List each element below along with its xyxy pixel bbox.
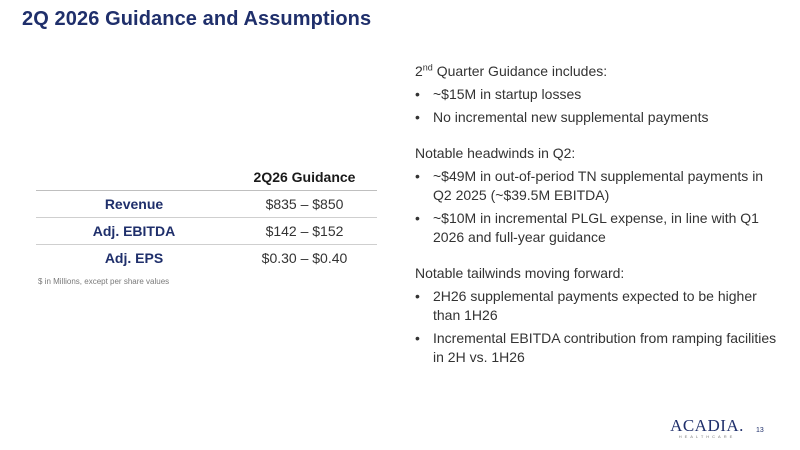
table-footnote: $ in Millions, except per share values [38,277,170,286]
bullet-icon: • [415,210,420,226]
list-item-text: ~$15M in startup losses [433,86,582,102]
row-label-adj-ebitda: Adj. EBITDA [92,223,176,239]
table-row: Adj. EBITDA $142 – $152 [36,218,377,245]
list-item-text: Incremental EBITDA contribution from ram… [433,330,777,365]
table-header-row: 2Q26 Guidance [36,163,377,191]
logo-wordmark: ACADIA. [670,416,744,435]
bullet-icon: • [415,288,420,304]
list-item: • ~$49M in out-of-period TN supplemental … [415,167,780,205]
slide-title: 2Q 2026 Guidance and Assumptions [22,8,372,30]
section-quarter-guidance: 2nd Quarter Guidance includes: • ~$15M in… [415,62,780,127]
table-header-guidance: 2Q26 Guidance [253,168,356,185]
table-header-empty [36,163,232,191]
section-headwinds: Notable headwinds in Q2: • ~$49M in out-o… [415,144,780,247]
heading-ordinal-suffix: nd [422,62,433,73]
row-value-revenue: $835 – $850 [265,196,344,212]
list-item-text: ~$49M in out-of-period TN supplemental p… [433,168,764,203]
bullet-list-headwinds: • ~$49M in out-of-period TN supplemental … [415,167,780,247]
bullet-list-tailwinds: • 2H26 supplemental payments expected to … [415,287,780,367]
section-tailwinds: Notable tailwinds moving forward: • 2H26 … [415,264,780,367]
bullet-icon: • [415,330,420,346]
page-number: 13 [756,427,764,434]
guidance-table: 2Q26 Guidance Revenue $835 – $850 Adj. E… [36,163,377,271]
table-row: Adj. EPS $0.30 – $0.40 [36,245,377,272]
list-item: • ~$10M in incremental PLGL expense, in l… [415,209,780,247]
logo-subtitle: HEALTHCARE [678,434,736,439]
table-row: Revenue $835 – $850 [36,191,377,218]
list-item: • ~$15M in startup losses [415,85,780,104]
list-item: • Incremental EBITDA contribution from ra… [415,329,780,367]
heading-text: Quarter Guidance includes: [432,63,608,79]
section-heading-tailwinds: Notable tailwinds moving forward: [415,265,625,281]
row-label-revenue: Revenue [104,196,164,212]
list-item: • 2H26 supplemental payments expected to … [415,287,780,325]
list-item-text: No incremental new supplemental payments [433,109,709,125]
assumptions-panel: 2nd Quarter Guidance includes: • ~$15M in… [415,62,780,384]
list-item-text: 2H26 supplemental payments expected to b… [433,288,757,323]
row-value-adj-eps: $0.30 – $0.40 [261,250,348,266]
list-item: • No incremental new supplemental payment… [415,108,780,127]
row-value-adj-ebitda: $142 – $152 [265,223,344,239]
bullet-icon: • [415,168,420,184]
bullet-icon: • [415,109,420,125]
heading-ordinal-number: 2 [415,63,423,79]
list-item-text: ~$10M in incremental PLGL expense, in li… [433,210,759,245]
company-logo: ACADIA. HEALTHCARE [667,417,747,440]
bullet-list-quarter-guidance: • ~$15M in startup losses • No incremental… [415,85,780,127]
row-label-adj-eps: Adj. EPS [104,250,164,266]
section-heading-headwinds: Notable headwinds in Q2: [415,145,576,161]
section-heading-quarter-guidance: 2nd Quarter Guidance includes: [415,62,780,81]
bullet-icon: • [415,86,420,102]
